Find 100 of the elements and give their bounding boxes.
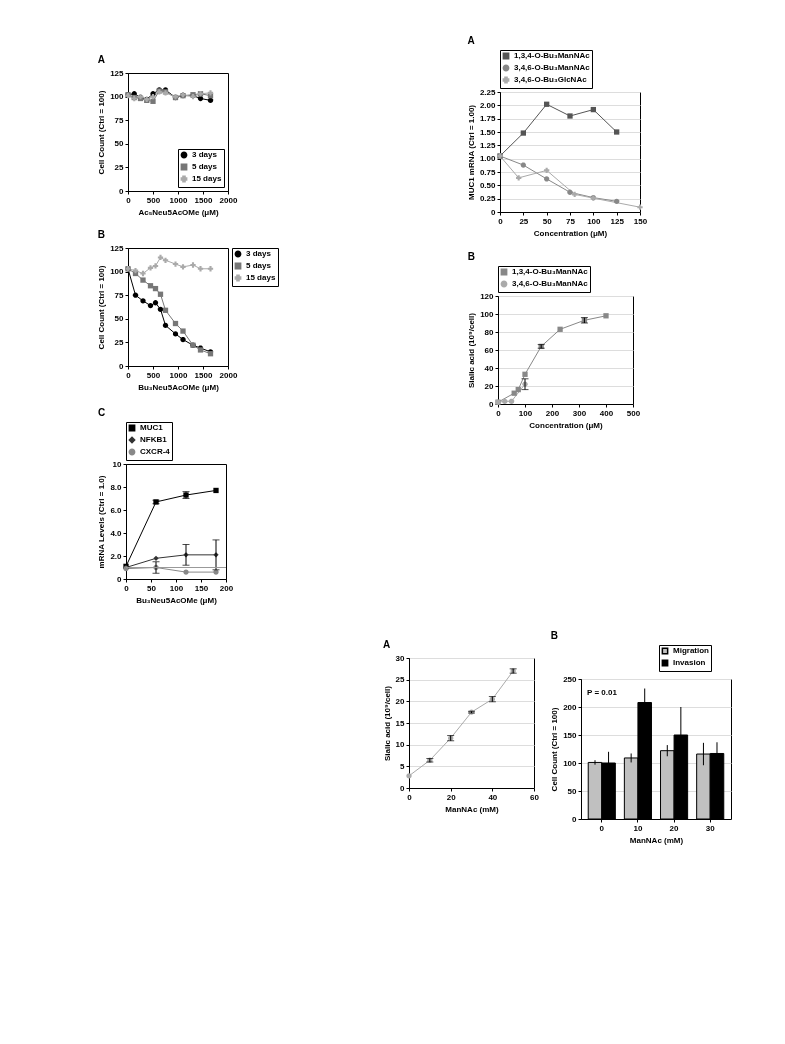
x-tick-label: 10	[633, 823, 643, 833]
y-tick-label: 80	[484, 327, 495, 337]
x-tick-label: 500	[626, 408, 641, 418]
y-tick-label: 100	[480, 309, 495, 319]
y-tick-label: 250	[563, 674, 578, 684]
x-tick-label: 200	[545, 408, 560, 418]
y-tick-label: 2.25	[479, 87, 497, 97]
y-tick-label: 10	[112, 459, 123, 469]
x-axis-title: Bu₃Neu5AcOMe (μM)	[138, 382, 220, 392]
y-tick-label: 75	[114, 115, 125, 125]
legend-label: MUC1	[140, 423, 164, 432]
y-tick-label: 10	[395, 740, 406, 750]
chart-title: B	[550, 629, 558, 641]
y-tick-label: 5	[400, 761, 406, 771]
legend-label: NFKB1	[140, 435, 168, 444]
y-tick-label: 150	[563, 730, 578, 740]
y-tick-label: 0	[491, 207, 497, 217]
x-axis-title: ManNAc (mM)	[445, 804, 499, 814]
chart-title: A	[467, 34, 475, 46]
x-tick-label: 1000	[169, 370, 188, 380]
legend-label: 15 days	[246, 273, 276, 282]
x-tick-label: 50	[542, 216, 553, 226]
legend-label: 5 days	[246, 261, 272, 270]
x-tick-label: 150	[633, 216, 648, 226]
legend-label: 3,4,6-O-Bu₃ManNAc	[512, 279, 589, 288]
legend-label: 1,3,4-O-Bu₃ManNAc	[512, 267, 589, 276]
y-tick-label: 0.50	[479, 180, 497, 190]
y-tick-label: 1.50	[479, 127, 497, 137]
legend-label: 15 days	[192, 174, 222, 183]
y-tick-label: 25	[114, 162, 125, 172]
y-tick-label: 0.75	[479, 167, 497, 177]
x-axis-title: Bu₃Neu5AcOMe (μM)	[136, 595, 218, 605]
y-tick-label: 6.0	[110, 505, 123, 515]
x-tick-label: 300	[572, 408, 587, 418]
y-tick-label: 8.0	[110, 482, 123, 492]
chart-title: C	[97, 406, 106, 418]
legend-label: 1,3,4-O-Bu₃ManNAc	[514, 51, 591, 60]
x-tick-label: 1500	[194, 370, 213, 380]
x-tick-label: 50	[147, 583, 157, 593]
y-tick-label: 20	[484, 381, 495, 391]
x-tick-label: 25	[519, 216, 529, 226]
x-tick-label: 0	[498, 216, 504, 226]
x-tick-label: 500	[146, 195, 161, 205]
legend-label: CXCR-4	[140, 447, 171, 456]
y-axis-title: mRNA Levels (Ctrl = 1.0)	[97, 475, 107, 569]
x-tick-label: 1500	[194, 195, 213, 205]
x-tick-label: 125	[610, 216, 625, 226]
y-tick-label: 200	[563, 702, 578, 712]
legend-label: 3 days	[192, 150, 218, 159]
y-axis-title: Sialic acid (10⁹/cell)	[382, 685, 392, 761]
y-tick-label: 25	[395, 675, 406, 685]
x-tick-label: 500	[146, 370, 161, 380]
y-tick-label: 120	[480, 291, 495, 301]
annotation: P = 0.01	[587, 688, 618, 697]
legend-label: 5 days	[192, 162, 218, 171]
legend-label: Migration	[673, 646, 710, 655]
y-tick-label: 40	[484, 363, 495, 373]
y-tick-label: 100	[110, 267, 125, 277]
y-axis-title: Cell Count (Ctrl = 100)	[550, 707, 560, 792]
x-axis-title: Concentration (μM)	[533, 228, 608, 238]
x-tick-label: 2000	[219, 370, 238, 380]
x-tick-label: 30	[705, 823, 716, 833]
x-tick-label: 200	[219, 583, 234, 593]
y-tick-label: 100	[563, 758, 578, 768]
x-axis-title: Concentration (μM)	[529, 420, 603, 430]
y-tick-label: 60	[484, 345, 495, 355]
y-tick-label: 0	[117, 574, 123, 584]
y-axis-title: Sialic acid (10⁹/cell)	[467, 312, 477, 388]
legend-label: 3,4,6-O-Bu₃ManNAc	[514, 63, 591, 72]
y-tick-label: 30	[395, 653, 406, 663]
chart-title: A	[383, 639, 391, 650]
x-tick-label: 0	[126, 370, 132, 380]
x-axis-title: Ac₅Neu5AcOMe (μM)	[138, 207, 219, 217]
y-tick-label: 0	[572, 814, 578, 824]
x-tick-label: 0	[126, 195, 132, 205]
legend-label: 3 days	[246, 249, 272, 258]
y-axis-title: MUC1 mRNA (Ctrl = 1.00)	[466, 104, 476, 201]
legend-label: 3,4,6-O-Bu₃GlcNAc	[514, 75, 588, 84]
x-tick-label: 20	[446, 792, 457, 802]
y-tick-label: 2.0	[110, 551, 123, 561]
y-tick-label: 125	[110, 243, 125, 253]
x-tick-label: 2000	[219, 195, 238, 205]
x-tick-label: 20	[669, 823, 680, 833]
x-tick-label: 400	[599, 408, 614, 418]
x-tick-label: 100	[169, 583, 184, 593]
y-axis-title: Cell Count (Ctrl = 100)	[97, 90, 107, 175]
y-tick-label: 15	[395, 718, 406, 728]
x-tick-label: 100	[518, 408, 533, 418]
y-tick-label: 1.25	[479, 140, 497, 150]
y-tick-label: 50	[114, 314, 125, 324]
y-tick-label: 0	[489, 399, 495, 409]
y-tick-label: 50	[114, 139, 125, 149]
x-tick-label: 0	[407, 792, 413, 802]
y-tick-label: 75	[114, 290, 125, 300]
y-tick-label: 0	[119, 361, 125, 371]
y-axis-title: Cell Count (Ctrl = 100)	[97, 265, 107, 350]
y-tick-label: 20	[395, 696, 406, 706]
x-axis-title: ManNAc (mM)	[629, 835, 684, 845]
x-tick-label: 0	[599, 823, 605, 833]
y-tick-label: 1.00	[479, 154, 497, 164]
